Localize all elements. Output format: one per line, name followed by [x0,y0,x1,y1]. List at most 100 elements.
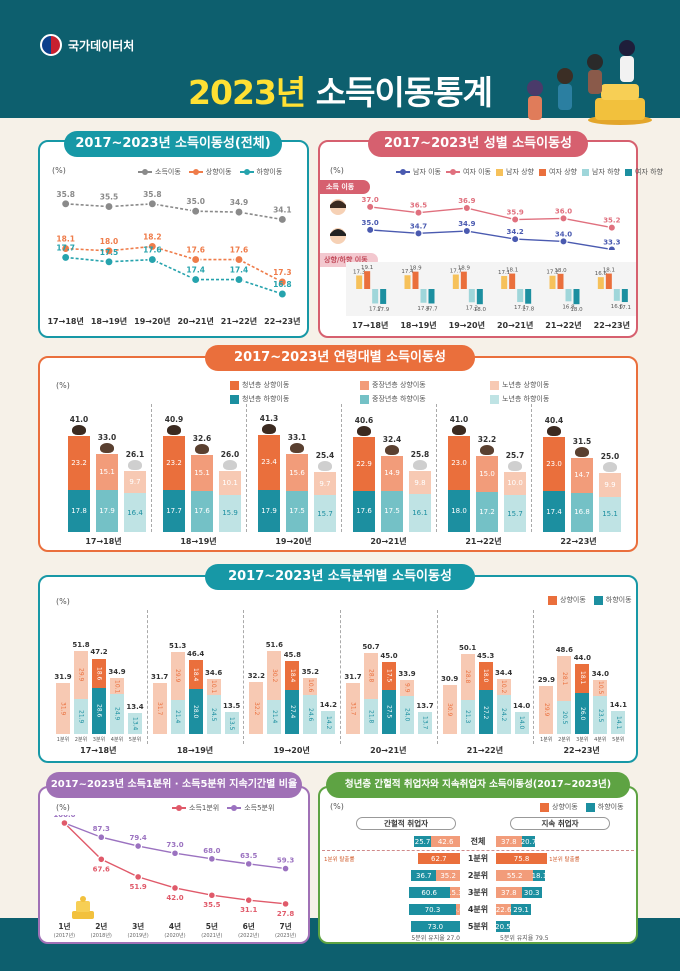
female-down-bar [621,289,628,303]
youth-bar: 23.0 17.4 [543,437,565,532]
legend-downward: 하향이동 [239,167,282,177]
square-swatch-icon [490,394,499,404]
left-down-bar: 70.3 [408,904,457,915]
upward-line [65,245,283,283]
q1-point [207,891,216,900]
year-tick: 5년 (2021년) [193,921,230,939]
quintile-legend: 상향이동 하향이동 [548,595,632,605]
period-background [346,262,397,316]
middle-bar: 15.1 17.9 [96,454,118,532]
quintile-tick: 2분위 [558,737,571,743]
quintile-bar: 18.4 27.4 [285,660,300,734]
group-divider [436,404,437,532]
upward-data-label: 17.6 [186,246,205,255]
middle-total-label: 32.6 [192,434,212,444]
left-keep-rate: 5분위 유지율 27.0 [411,935,460,942]
mobility-data-label: 35.5 [100,193,119,202]
female-mobility-label: 35.9 [507,209,524,217]
youth-jobs-title: 청년층 간헐적 취업자와 지속취업자 소득이동성(2017~2023년) [326,772,630,798]
age-legend-item: 청년층 상향이동 [230,380,352,390]
senior-face-icon [508,460,522,471]
square-swatch-icon [490,380,499,390]
total-label: 47.2 [90,648,108,657]
legend-label: 남자 이동 [413,168,441,176]
quintile-tick: 4분위 [594,737,607,743]
senior-total-label: 25.4 [315,451,335,461]
quintile-tick-labels: 1분위 2분위 3분위 4분위 5분위 1분위 2분위 3분위 4분위 5분위 [50,736,630,746]
middle-bar: 15.0 17.2 [476,456,498,532]
persistence-title: 2017~2023년 소득1분위 · 소득5분위 지속기간별 비율 [46,772,302,798]
total-label: 50.7 [362,642,380,651]
male-down-bar [613,289,620,301]
legend-label: 중장년층 상향이동 [372,381,426,389]
legend-label: 청년층 상향이동 [242,381,290,389]
senior-bar: 10.0 15.7 [504,471,526,532]
down-segment: 13.4 [128,712,142,734]
male-mobility-label: 33.3 [603,238,620,246]
year-tick: 6년 (2022년) [230,921,267,939]
down-segment: 27.2 [478,690,493,734]
female-down-label: 18.0 [570,307,583,313]
senior-total-label: 25.8 [410,450,430,460]
female-up-label: 18.0 [554,268,567,274]
upward-data-label: 17.3 [273,268,292,277]
downward-point [104,256,114,267]
down-segment: 24.2 [496,695,511,734]
total-label: 35.2 [301,667,319,676]
middle-bar: 14.9 17.5 [381,455,403,532]
separator-line [322,850,634,851]
title-year: 2023년 [188,73,306,112]
legend-label: 노년층 상향이동 [502,381,550,389]
downward-data-label: 16.8 [273,280,292,289]
orange-square-icon [548,595,557,605]
total-label: 45.8 [283,650,301,659]
row-label: 5분위 [467,922,489,931]
down-segment: 24.9 [110,694,124,734]
middle-down-segment: 17.5 [381,490,403,532]
total-label: 33.9 [398,669,416,678]
square-swatch-icon [539,168,546,176]
senior-total-label: 26.1 [125,449,145,459]
youth-legend: 상향이동 하향이동 [540,802,624,812]
youth-total-label: 40.6 [354,415,374,425]
total-label: 34.6 [205,668,223,677]
male-mobility-point [510,234,520,244]
left-down-bar: 73.0 [410,921,460,932]
right-header: 지속 취업자 [510,817,610,830]
red-line-icon [172,805,186,811]
trophy-icon [72,896,94,919]
female-down-label: 17.9 [377,307,390,313]
q1-point [60,818,69,828]
up-segment: 18.4 [285,660,300,691]
total-label: 31.9 [54,672,72,681]
youth-total-label: 41.0 [449,414,469,424]
overall-unit: (%) [52,166,66,175]
quintile-tick: 3분위 [576,737,589,743]
up-segment: 10.6 [303,677,318,695]
senior-bar: 10.1 15.9 [219,470,241,532]
x-tick-label: 19→20년 [448,321,485,330]
female-mobility-point [462,203,472,213]
orange-line-icon [188,169,203,175]
gender-line-chart: 37.0 36.5 36.9 35.9 36.0 35.2 35.0 34.7 34.9 34.2… [362,196,621,250]
middle-down-segment: 17.6 [191,490,213,532]
quintile-bar: 13.4 [128,712,142,734]
q5-data-label: 73.0 [166,841,183,849]
male-up-label: 17.2 [546,270,558,276]
q5-point [97,833,106,842]
youth-down-segment: 17.7 [163,490,185,532]
year-label: 2년 [95,922,108,931]
upward-data-label: 18.0 [100,237,119,246]
female-up-label: 18.9 [458,266,471,272]
q1-data-label: 27.8 [277,910,294,918]
senior-total-label: 25.7 [505,450,525,460]
mobility-data-label: 34.9 [230,198,249,207]
middle-face-icon [100,443,114,454]
q5-data-label: 79.4 [130,834,147,842]
age-legend-item: 중장년층 하향이동 [360,394,482,404]
legend-upward: 상향이동 [188,167,232,177]
down-segment: 24.6 [303,694,318,734]
quintile-bar: 29.9 [539,686,554,734]
youth-face-icon [452,424,466,435]
quintile-bar: 18.0 27.2 [478,661,493,734]
